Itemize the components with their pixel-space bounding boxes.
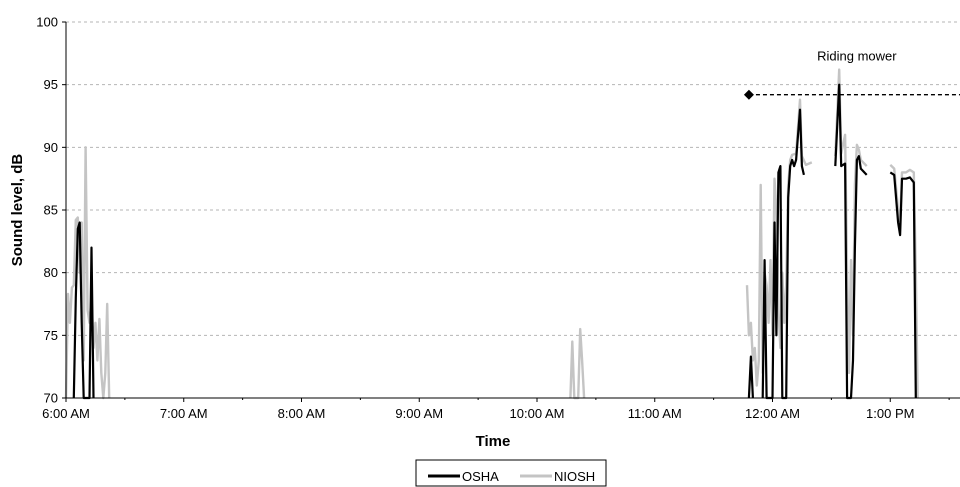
series-line-osha	[889, 171, 917, 399]
y-tick-label: 75	[44, 328, 58, 343]
series-line-osha	[834, 83, 868, 400]
y-tick-label: 85	[44, 203, 58, 218]
y-tick-label: 95	[44, 77, 58, 92]
x-tick-label: 8:00 AM	[278, 406, 326, 421]
legend: OSHA NIOSH	[415, 459, 607, 487]
x-tick-label: 1:00 PM	[866, 406, 914, 421]
y-tick-label: 80	[44, 265, 58, 280]
tick-labels: 70 75 80 85 90 95 100 6:00 AM 7:00 AM 8:00 AM 9:00…	[36, 15, 950, 421]
riding-mower-annotation: Riding mower	[743, 49, 960, 100]
x-axis-title: Time	[476, 433, 511, 450]
series-line-niosh	[569, 327, 586, 400]
annotation-label: Riding mower	[817, 49, 897, 64]
y-axis-title: Sound level, dB	[9, 154, 26, 267]
annotation-start-marker	[743, 89, 754, 100]
x-tick-label: 6:00 AM	[42, 406, 90, 421]
y-tick-label: 70	[44, 391, 58, 406]
legend-box	[415, 459, 607, 487]
x-tick-label: 7:00 AM	[160, 406, 208, 421]
legend-label-niosh: NIOSH	[554, 469, 595, 484]
x-tick-label: 10:00 AM	[510, 406, 565, 421]
x-tick-label: 11:00 AM	[628, 406, 682, 421]
y-tick-label: 100	[36, 15, 58, 30]
series-line-osha	[761, 108, 805, 400]
y-tick-label: 90	[44, 140, 58, 155]
x-tick-label: 12:00 AM	[745, 406, 800, 421]
x-tick-label: 9:00 AM	[395, 406, 443, 421]
series-lines	[64, 68, 919, 400]
series-line-osha	[72, 221, 95, 400]
gridlines	[66, 21, 960, 336]
series-line-niosh	[64, 146, 111, 400]
legend-label-osha: OSHA	[462, 469, 499, 484]
series-line-osha	[747, 355, 754, 399]
series-line-niosh	[745, 98, 813, 387]
